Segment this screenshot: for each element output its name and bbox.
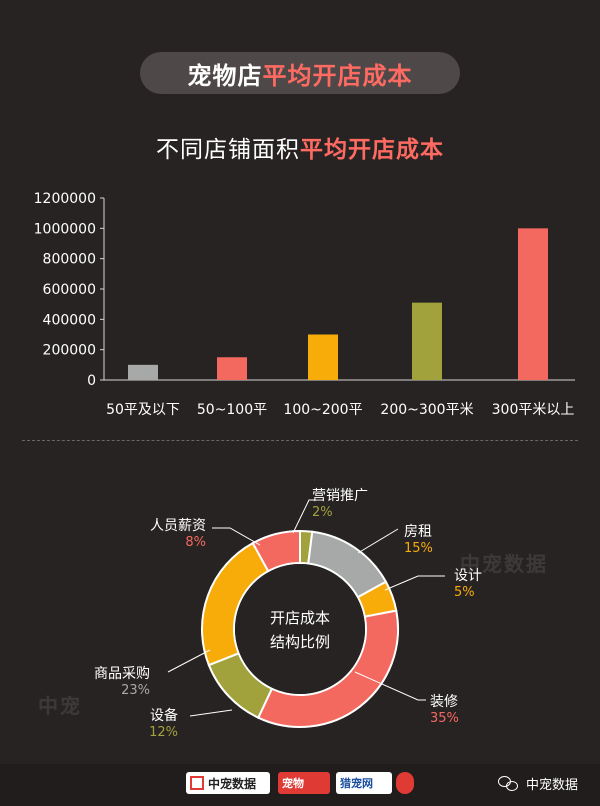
slice-name-label: 营销推广 [312, 488, 368, 504]
leader-line [167, 649, 211, 673]
slice-name-label: 设备 [150, 707, 178, 724]
logo-mark-icon [190, 776, 204, 790]
round-logo-icon [396, 772, 414, 794]
x-tick-label: 50~100平 [197, 402, 267, 418]
slice-pct-label: 2% [312, 505, 333, 520]
x-tick-label: 100~200平 [283, 402, 362, 418]
donut-center-label: 结构比例 [270, 633, 330, 651]
slice-name-label: 设计 [454, 568, 482, 584]
donut-slice [256, 609, 399, 728]
slice-pct-label: 12% [149, 725, 178, 740]
liechong-logo: 猎宠网 [336, 772, 392, 794]
slice-pct-label: 15% [404, 541, 433, 556]
wechat-brand: 中宠数据 [497, 774, 578, 793]
logo1-text: 中宠数据 [208, 776, 257, 791]
donut-slice [251, 529, 301, 573]
donut-hole [235, 564, 365, 694]
leader-line [189, 709, 233, 717]
y-tick-label: 400000 [43, 312, 96, 328]
wechat-icon [497, 775, 520, 792]
bar [518, 228, 548, 380]
title-banner: 宠物店 平均开店成本 [140, 52, 460, 94]
subtitle-accent: 平均开店成本 [300, 137, 444, 163]
y-tick-label: 200000 [43, 343, 96, 359]
leader-line [212, 527, 261, 546]
slice-name-label: 装修 [430, 694, 458, 710]
x-tick-label: 300平米以上 [492, 402, 575, 418]
leader-line [357, 528, 399, 554]
chart-subtitle: 不同店铺面积平均开店成本 [0, 130, 600, 164]
y-tick-label: 1200000 [34, 191, 96, 207]
pet-logo: 宠物 [278, 772, 330, 794]
leader-line [354, 671, 426, 701]
leader-line [384, 575, 445, 591]
leader-line [292, 499, 316, 534]
bar [412, 302, 442, 380]
slice-pct-label: 8% [185, 535, 206, 550]
bar [308, 334, 338, 380]
watermark-right: 中宠数据 [460, 552, 548, 576]
donut-center-label: 开店成本 [270, 609, 330, 627]
watermark-left: 中宠 [38, 694, 82, 718]
y-tick-label: 600000 [43, 282, 96, 298]
x-tick-label: 50平及以下 [106, 402, 180, 418]
bar [217, 357, 247, 380]
title-plain: 宠物店 [187, 61, 263, 90]
subtitle-plain: 不同店铺面积 [156, 137, 300, 163]
title-accent: 平均开店成本 [262, 61, 413, 90]
zhongchong-logo: 中宠数据 [186, 772, 270, 794]
slice-name-label: 人员薪资 [150, 518, 206, 534]
y-tick-label: 800000 [43, 252, 96, 268]
brand-name: 中宠数据 [525, 778, 578, 793]
x-tick-label: 200~300平米 [380, 402, 473, 418]
y-tick-label: 1000000 [34, 221, 96, 237]
bar [128, 364, 158, 380]
slice-name-label: 房租 [404, 524, 432, 540]
slice-pct-label: 23% [121, 683, 150, 698]
slice-pct-label: 5% [454, 585, 475, 600]
section-divider [22, 440, 578, 441]
slice-pct-label: 35% [430, 711, 459, 726]
y-tick-label: 0 [87, 373, 96, 389]
slice-name-label: 商品采购 [94, 666, 150, 682]
